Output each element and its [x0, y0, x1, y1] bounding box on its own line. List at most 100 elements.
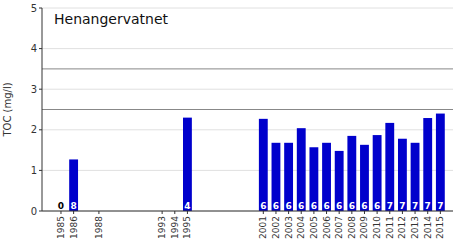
bar: [284, 143, 293, 211]
bar: [385, 123, 394, 211]
x-tick-label: 2006: [322, 216, 332, 239]
bar: [423, 118, 432, 211]
x-tick-label: 2007: [334, 216, 344, 239]
x-tick-label: 1995: [182, 216, 192, 239]
x-tick-label: 2011: [385, 216, 395, 239]
bar: [436, 114, 445, 211]
x-tick: [288, 211, 289, 214]
x-tick: [187, 211, 188, 214]
count-label: 7: [412, 201, 418, 211]
x-tick: [73, 211, 74, 214]
bar: [347, 136, 356, 211]
y-tick-label: 5: [31, 3, 37, 14]
x-tick: [440, 211, 441, 214]
y-tick: [39, 170, 42, 171]
count-label: 6: [323, 201, 329, 211]
count-label: 6: [273, 201, 279, 211]
x-tick-label: 2010: [372, 216, 382, 239]
bar: [309, 147, 318, 211]
bar: [373, 135, 382, 211]
bar: [335, 151, 344, 211]
x-tick: [364, 211, 365, 214]
x-tick: [415, 211, 416, 214]
count-label: 6: [298, 201, 304, 211]
x-tick: [275, 211, 276, 214]
count-label: 8: [70, 201, 76, 211]
x-tick-label: 2012: [397, 216, 407, 239]
x-tick-label: 2013: [410, 216, 420, 239]
x-tick: [263, 211, 264, 214]
count-label: 7: [399, 201, 405, 211]
x-tick-label: 1988: [94, 216, 104, 239]
y-tick-label: 3: [31, 84, 37, 95]
bar: [398, 139, 407, 211]
x-tick: [339, 211, 340, 214]
x-tick-label: 2008: [347, 216, 357, 239]
bar: [411, 143, 420, 211]
reference-line: [42, 109, 453, 110]
y-tick: [39, 8, 42, 9]
y-tick-label: 0: [31, 206, 37, 217]
grid-line: [42, 8, 453, 9]
reference-line: [42, 68, 453, 69]
x-tick-label: 2002: [271, 216, 281, 239]
count-label: 6: [349, 201, 355, 211]
x-tick: [326, 211, 327, 214]
x-tick: [427, 211, 428, 214]
x-tick-label: 2003: [284, 216, 294, 239]
bar: [322, 143, 331, 211]
bar: [297, 128, 306, 211]
x-tick: [301, 211, 302, 214]
grid-line: [42, 89, 453, 90]
y-axis-label: TOC (mg/l): [2, 82, 13, 137]
y-tick-label: 2: [31, 124, 37, 135]
count-label: 0: [58, 201, 64, 211]
x-tick-label: 2015: [435, 216, 445, 239]
x-axis-line: [42, 211, 453, 212]
count-label: 6: [336, 201, 342, 211]
y-tick: [39, 129, 42, 130]
bar: [69, 159, 78, 211]
x-tick: [174, 211, 175, 214]
x-tick: [389, 211, 390, 214]
bar: [259, 119, 268, 211]
chart: 0846666666666777770123451985198619881993…: [0, 0, 463, 249]
y-tick: [39, 48, 42, 49]
bar: [183, 118, 192, 211]
count-label: 4: [184, 201, 190, 211]
bar: [272, 143, 281, 211]
count-label: 6: [361, 201, 367, 211]
x-tick-label: 2005: [309, 216, 319, 239]
y-tick: [39, 211, 42, 212]
count-label: 7: [437, 201, 443, 211]
title: Henangervatnet: [54, 11, 169, 27]
y-tick-label: 1: [31, 165, 37, 176]
y-axis-line: [42, 8, 43, 211]
x-tick: [377, 211, 378, 214]
grid-line: [42, 211, 453, 212]
count-label: 6: [374, 201, 380, 211]
x-tick-label: 1994: [170, 216, 180, 239]
count-label: 6: [285, 201, 291, 211]
x-tick: [313, 211, 314, 214]
count-label: 6: [311, 201, 317, 211]
x-tick-label: 2004: [296, 216, 306, 239]
count-label: 6: [260, 201, 266, 211]
bar: [360, 145, 369, 211]
x-tick-label: 1985: [56, 216, 66, 239]
y-tick: [39, 89, 42, 90]
x-tick: [162, 211, 163, 214]
grid-line: [42, 48, 453, 49]
count-label: 7: [387, 201, 393, 211]
x-tick: [351, 211, 352, 214]
x-tick-label: 1993: [157, 216, 167, 239]
bars: [69, 114, 445, 211]
x-tick-label: 1986: [69, 216, 79, 239]
x-tick-label: 2009: [359, 216, 369, 239]
count-label: 7: [425, 201, 431, 211]
x-tick-label: 2014: [423, 216, 433, 239]
x-tick-label: 2001: [258, 216, 268, 239]
x-tick: [98, 211, 99, 214]
y-tick-label: 4: [31, 43, 37, 54]
x-tick: [60, 211, 61, 214]
